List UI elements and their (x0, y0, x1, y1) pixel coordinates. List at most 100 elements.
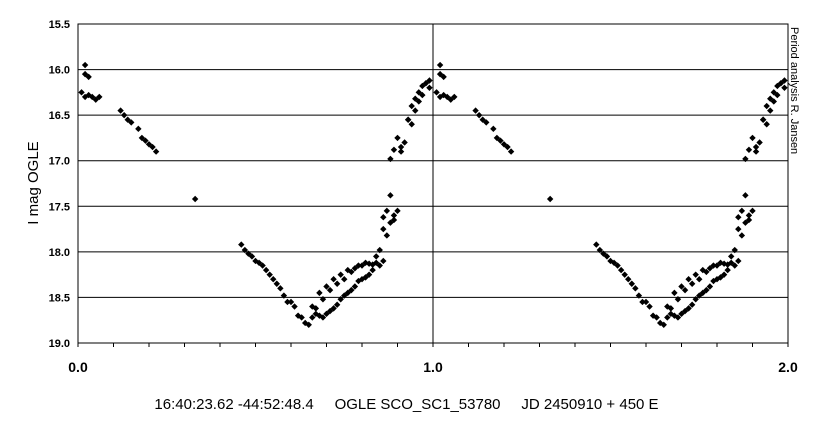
data-point (742, 155, 749, 163)
data-point (337, 296, 344, 303)
data-point (763, 102, 770, 110)
data-point (351, 283, 359, 290)
data-point (387, 192, 394, 199)
data-point (720, 271, 728, 278)
data-point (78, 89, 85, 96)
data-point (774, 91, 781, 99)
data-point (415, 98, 422, 105)
data-point (490, 125, 497, 133)
y-tick-label: 18.5 (49, 292, 70, 304)
data-point (685, 276, 692, 283)
data-point (369, 266, 376, 274)
data-point (635, 292, 643, 299)
data-point (745, 216, 753, 224)
data-point (284, 298, 291, 306)
data-point (685, 305, 692, 312)
data-point (692, 271, 699, 278)
data-point (248, 253, 256, 260)
data-point (323, 283, 330, 290)
data-point (305, 321, 312, 328)
data-point (408, 102, 415, 110)
x-tick-label: 1.0 (423, 359, 443, 375)
data-point (326, 286, 334, 294)
data-point (749, 134, 756, 142)
data-point (674, 314, 682, 321)
data-point (681, 307, 689, 315)
footer-star-id: OGLE SCO_SC1_53780 (334, 396, 501, 413)
data-point (696, 276, 703, 283)
data-point (337, 271, 344, 278)
y-tick-label: 16.5 (49, 110, 70, 122)
data-point (745, 212, 753, 219)
data-point (259, 262, 266, 269)
data-point (628, 280, 635, 287)
data-point (312, 305, 320, 312)
data-point (280, 292, 288, 299)
data-point (333, 301, 341, 308)
data-point (770, 89, 777, 96)
data-point (380, 214, 387, 221)
data-point (270, 276, 277, 283)
data-point (728, 259, 735, 266)
data-point (596, 246, 604, 254)
data-point (664, 303, 671, 310)
data-point (678, 283, 685, 290)
data-point (387, 155, 394, 163)
data-point (373, 253, 380, 260)
data-point (401, 139, 408, 146)
data-point (717, 274, 724, 281)
data-point (756, 139, 763, 146)
data-point (706, 283, 714, 290)
data-point (610, 259, 618, 266)
data-point (241, 246, 249, 254)
data-point (504, 143, 511, 151)
data-point (688, 280, 696, 287)
data-point (408, 121, 415, 128)
data-point (85, 73, 92, 81)
data-point (436, 61, 444, 69)
data-point (742, 219, 749, 226)
data-point (362, 259, 369, 266)
data-point (89, 93, 96, 101)
y-tick-label: 18.0 (49, 247, 70, 259)
data-point (319, 296, 327, 303)
data-point (752, 148, 760, 155)
data-point (333, 280, 341, 287)
data-point (763, 121, 770, 128)
data-point (728, 253, 735, 260)
data-point (646, 303, 653, 310)
data-point (191, 195, 199, 203)
data-point (390, 146, 398, 153)
data-point (390, 212, 398, 219)
data-point (277, 285, 284, 292)
data-point (369, 261, 376, 268)
data-point (348, 268, 355, 276)
data-point (667, 310, 675, 318)
data-point (404, 116, 412, 123)
data-point (745, 146, 753, 153)
data-point (731, 262, 738, 269)
data-point (330, 276, 337, 283)
data-point (632, 285, 639, 292)
data-point (703, 286, 710, 294)
data-point (120, 111, 128, 119)
data-point (330, 305, 337, 312)
data-point (546, 195, 554, 203)
y-axis: 15.5 16.0 16.5 17.0 17.5 18.0 18.5 19.0 (49, 19, 70, 350)
data-point (422, 80, 430, 87)
data-point (774, 82, 781, 90)
data-point (699, 266, 706, 274)
data-point (664, 314, 671, 321)
data-point (625, 276, 632, 283)
data-point (759, 116, 767, 123)
data-point (309, 314, 316, 321)
data-point (117, 107, 124, 114)
data-point (614, 262, 621, 269)
data-point (692, 296, 699, 303)
data-point (710, 262, 717, 269)
footer-ephemeris: JD 2450910 + 450 E (521, 396, 659, 413)
data-point (681, 286, 689, 294)
data-point (376, 246, 383, 254)
data-point (483, 119, 490, 126)
data-point (355, 262, 362, 269)
